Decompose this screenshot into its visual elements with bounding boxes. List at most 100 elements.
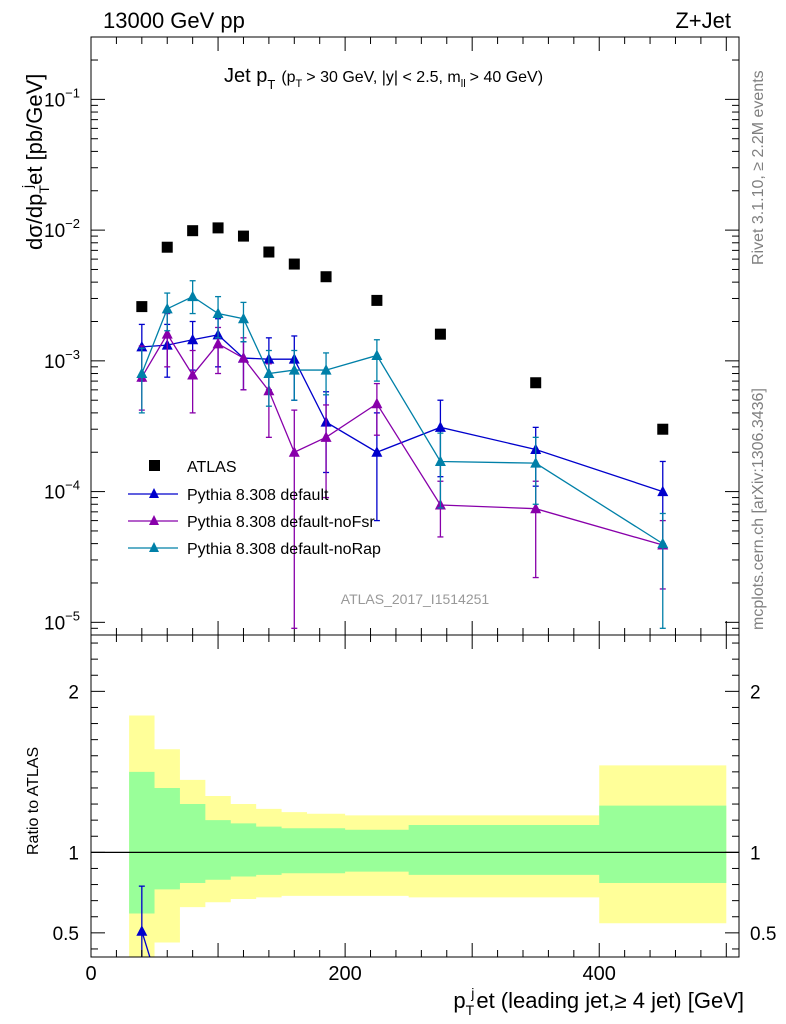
legend-marker-nofsr [149, 515, 159, 525]
legend-marker-default [149, 488, 159, 498]
x-axis-label-sub: T [466, 1002, 475, 1018]
ratio-tick-labels: 0.5 0.5 1 1 2 2 0 200 400 [53, 682, 777, 985]
ratio-y-tick-label-right: 0.5 [750, 924, 776, 945]
main-panel: 10−510−410−310−210−1 Jet pT (pT > 30 GeV, … [19, 36, 740, 636]
norap-data-point [320, 364, 332, 375]
ratio-y-tick-label-right: 2 [750, 682, 761, 703]
x-tick-label: 400 [583, 963, 616, 985]
main-data-layer [136, 222, 669, 629]
x-axis-label-sup: j [470, 985, 474, 1001]
ratio-y-tick-label-left: 1 [68, 843, 79, 864]
atlas-data-point [187, 225, 199, 237]
norap-data-point [263, 367, 275, 379]
atlas-data-point [320, 271, 332, 283]
x-tick-label: 0 [85, 963, 96, 985]
norap-data-point [237, 312, 249, 324]
ratio-y-tick-label-left: 0.5 [53, 924, 79, 945]
default-data-point [434, 421, 446, 432]
default-data-point [371, 446, 383, 457]
main-y-tick-label-exp: −3 [65, 347, 80, 362]
main-y-tick-label-base: 10 [44, 90, 65, 111]
ratio-y-tick-label-right: 1 [750, 843, 761, 864]
plot-title-cut-c: > 40 GeV) [470, 69, 543, 86]
legend-label-norap: Pythia 8.308 default-noRap [187, 541, 381, 558]
main-y-axis-label-a: dσ/dp [22, 194, 47, 250]
ratio-panel: 0.5 0.5 1 1 2 2 0 200 400 Ratio to ATLAS pTjet (… [25, 634, 777, 1018]
side-label-mcplots: mcplots.cern.ch [arXiv:1306.3436] [750, 388, 767, 630]
header-left: 13000 GeV pp [103, 8, 245, 33]
legend-marker-norap [149, 542, 159, 552]
nofsr-data-point [237, 352, 249, 363]
main-y-tick-label: 10−1 [44, 85, 80, 111]
atlas-data-point [371, 294, 383, 306]
main-y-tick-label: 10−2 [44, 216, 80, 242]
legend-label-nofsr: Pythia 8.308 default-noFsr [187, 514, 375, 531]
nofsr-data-point [371, 397, 383, 409]
nofsr-data-point [530, 502, 542, 514]
norap-data-point [161, 302, 173, 314]
nofsr-data-point [187, 368, 199, 380]
main-y-tick-label-base: 10 [44, 352, 65, 373]
ratio-band-green [129, 771, 727, 914]
plot-title-cut-b-sub: ll [461, 78, 466, 90]
norap-data-point [212, 307, 224, 319]
ratio-axis-ticks [90, 635, 739, 957]
norap-data-point [288, 364, 300, 375]
main-y-tick-label-base: 10 [44, 613, 65, 634]
norap-data-point [371, 349, 383, 360]
legend-marker-atlas [149, 460, 160, 471]
main-y-axis-label-b: et [pb/GeV] [22, 74, 47, 185]
norap-data-point [434, 455, 446, 466]
x-axis-label-a: p [453, 988, 465, 1013]
norap-series-line [141, 295, 664, 545]
nofsr-data-point [288, 446, 300, 457]
x-axis-label-b: et (leading jet,≥ 4 jet) [GeV] [476, 988, 744, 1013]
atlas-data-point [161, 241, 173, 253]
plot-title-main-sub: T [267, 77, 275, 92]
ratio-y-axis-label: Ratio to ATLAS [25, 747, 42, 855]
main-y-axis-label: dσ/dpTjet [pb/GeV] [19, 74, 52, 250]
plot-title-main: Jet p [224, 65, 267, 87]
atlas-data-point [434, 328, 446, 340]
ratio-y-tick-label-left: 2 [68, 682, 79, 703]
main-y-tick-label-exp: −1 [65, 85, 80, 100]
main-y-tick-label: 10−3 [44, 347, 80, 373]
norap-data-point [530, 457, 542, 468]
legend: ATLAS Pythia 8.308 default Pythia 8.308 … [128, 459, 381, 558]
main-y-tick-label-exp: −2 [65, 216, 80, 231]
main-axis-ticks [90, 37, 739, 636]
ratio-uncertainty-bands [91, 715, 739, 957]
legend-label-default: Pythia 8.308 default [187, 487, 329, 504]
default-data-point [657, 485, 669, 497]
atlas-data-point [136, 301, 148, 313]
ratio-data-layer [136, 885, 151, 958]
norap-data-point [657, 537, 669, 549]
main-y-tick-label: 10−5 [44, 608, 80, 634]
plot-title-cut-b: > 30 GeV, |y| < 2.5, m [306, 69, 460, 86]
default-series-line [141, 334, 663, 493]
atlas-data-point [212, 222, 224, 234]
analysis-watermark: ATLAS_2017_I1514251 [341, 591, 490, 607]
legend-label-atlas: ATLAS [187, 459, 237, 476]
nofsr-data-point [320, 431, 332, 442]
norap-data-point [187, 290, 199, 302]
atlas-data-point [530, 377, 542, 389]
atlas-data-point [657, 423, 669, 435]
plot-title-cut-a: (p [281, 69, 295, 86]
atlas-data-point [288, 258, 300, 270]
main-y-tick-label: 10−4 [44, 478, 80, 504]
atlas-data-point [263, 246, 275, 258]
nofsr-data-point [161, 328, 173, 339]
plot-title: Jet pT (pT > 30 GeV, |y| < 2.5, mll > 40 Ge… [224, 65, 543, 92]
main-y-tick-label-exp: −4 [65, 478, 80, 493]
ratio-plot-frame [90, 634, 740, 958]
side-label-rivet: Rivet 3.1.10, ≥ 2.2M events [750, 70, 767, 265]
nofsr-series-line [141, 332, 663, 546]
x-tick-label: 200 [328, 963, 361, 985]
main-y-tick-label-base: 10 [44, 221, 65, 242]
plot-title-cut-a-sub: T [296, 78, 303, 90]
main-y-axis-label-sup: j [19, 185, 35, 189]
atlas-data-point [237, 230, 249, 242]
main-y-axis-label-sub: T [36, 185, 52, 194]
